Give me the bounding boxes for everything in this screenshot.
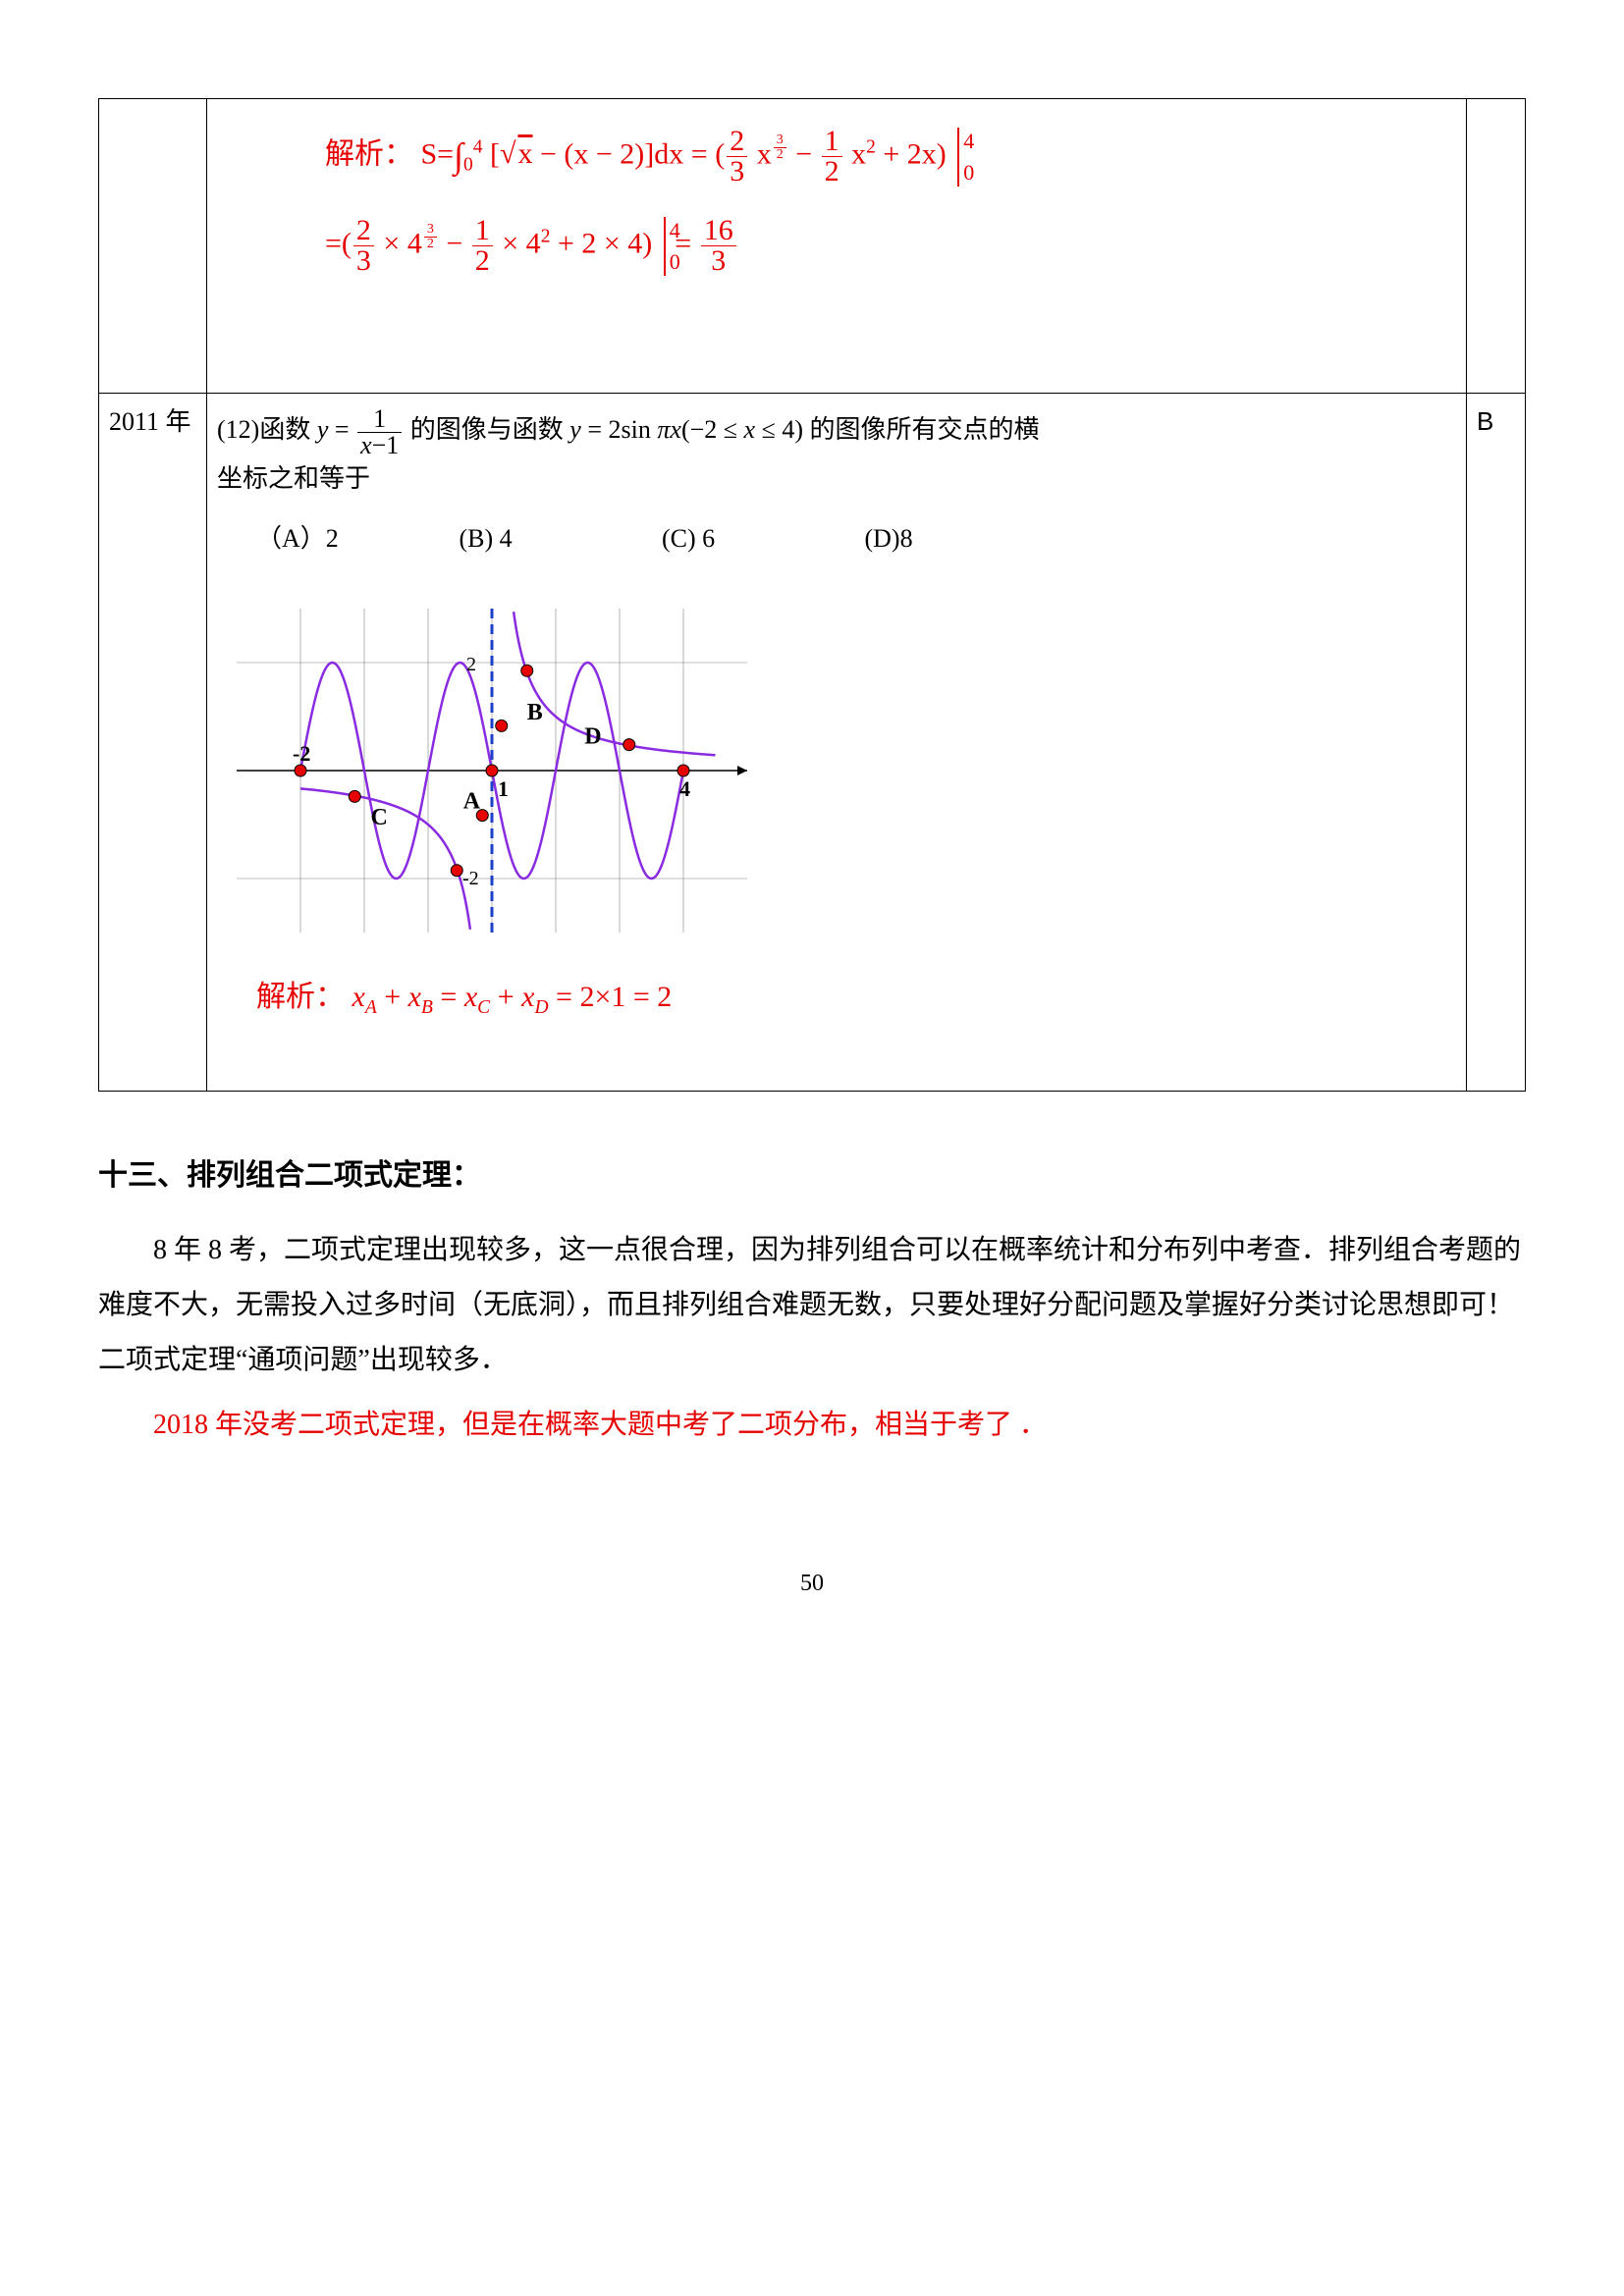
answer-options: （A）2 (B) 4 (C) 6 (D)8 xyxy=(217,518,1456,560)
page-root: 解析： S=∫04 [x − (x − 2)]dx = (23 x32 − 12… xyxy=(0,0,1624,1656)
frac-den2: 3 xyxy=(353,246,374,276)
svg-text:B: B xyxy=(527,699,543,724)
svg-text:C: C xyxy=(371,805,388,830)
svg-text:-2: -2 xyxy=(462,868,479,889)
option-a: （A）2 xyxy=(256,518,453,560)
frac-num: 1 xyxy=(357,406,402,433)
svg-text:-2: -2 xyxy=(293,741,310,766)
solution-label: 解析： xyxy=(325,137,413,170)
svg-text:4: 4 xyxy=(679,776,690,801)
table-row: 解析： S=∫04 [x − (x − 2)]dx = (23 x32 − 12… xyxy=(99,99,1526,394)
year-cell-empty xyxy=(99,99,207,394)
table-row: 2011 年 (12)函数 y = 1x−1 的图像与函数 y = 2sin π… xyxy=(99,394,1526,1092)
question-line2: 坐标之和等于 xyxy=(217,458,1456,500)
intersection-graph: -2 1 4 2 -2 A B C D xyxy=(237,609,747,933)
svg-text:A: A xyxy=(463,788,481,814)
svg-text:1: 1 xyxy=(498,776,509,801)
question-number: (12) xyxy=(217,415,259,444)
frac-den: 3 xyxy=(727,157,747,187)
option-c: (C) 6 xyxy=(662,518,858,560)
page-number: 50 xyxy=(98,1571,1526,1597)
question-cell: (12)函数 y = 1x−1 的图像与函数 y = 2sin πx(−2 ≤ … xyxy=(207,394,1467,1092)
solution-line-1: 解析： S=∫04 [x − (x − 2)]dx = (23 x32 − 12… xyxy=(325,127,1456,187)
body-paragraph-2: 2018 年没考二项式定理，但是在概率大题中考了二项分布，相当于考了 ． xyxy=(98,1398,1526,1453)
solution-line-2: =(23 × 432 − 12 × 42 + 2 × 4) 40 = 163 xyxy=(325,216,1456,276)
int-upper: 4 xyxy=(473,136,483,157)
frac-den: 2 xyxy=(822,157,842,187)
eval-bar: 40 xyxy=(664,217,668,276)
solution-label-2: 解析： xyxy=(256,981,345,1013)
exp-den: 2 xyxy=(774,148,786,162)
answer-cell-empty xyxy=(1467,99,1526,394)
question-mid: 的图像与函数 xyxy=(410,415,564,444)
svg-text:D: D xyxy=(584,723,601,749)
year-cell: 2011 年 xyxy=(99,394,207,1092)
body-paragraph-1: 8 年 8 考，二项式定理出现较多，这一点很合理，因为排列组合可以在概率统计和分… xyxy=(98,1223,1526,1388)
frac-num2: 2 xyxy=(353,216,374,246)
question-pre: 函数 xyxy=(259,415,310,444)
option-b: (B) 4 xyxy=(460,518,656,560)
svg-text:2: 2 xyxy=(466,654,476,675)
exp-num: 3 xyxy=(774,133,786,148)
frac-num: 1 xyxy=(822,127,842,157)
option-d: (D)8 xyxy=(865,518,1061,560)
frac-num: 2 xyxy=(727,127,747,157)
graph-container: -2 1 4 2 -2 A B C D xyxy=(237,609,1456,945)
question-text: (12)函数 y = 1x−1 的图像与函数 y = 2sin πx(−2 ≤ … xyxy=(217,401,1456,458)
problems-table: 解析： S=∫04 [x − (x − 2)]dx = (23 x32 − 12… xyxy=(98,98,1526,1092)
result-num: 16 xyxy=(701,216,736,246)
question-post: 的图像所有交点的横 xyxy=(810,415,1040,444)
solution-cell-1: 解析： S=∫04 [x − (x − 2)]dx = (23 x32 − 12… xyxy=(207,99,1467,394)
result-den: 3 xyxy=(701,246,736,276)
section-heading: 十三、排列组合二项式定理： xyxy=(98,1150,1526,1194)
answer-cell: B xyxy=(1467,394,1526,1092)
solution-2: 解析： xA + xB = xC + xD = 2×1 = 2 xyxy=(217,974,1456,1023)
int-lower: 0 xyxy=(463,154,473,175)
eval-bar: 40 xyxy=(957,128,961,187)
